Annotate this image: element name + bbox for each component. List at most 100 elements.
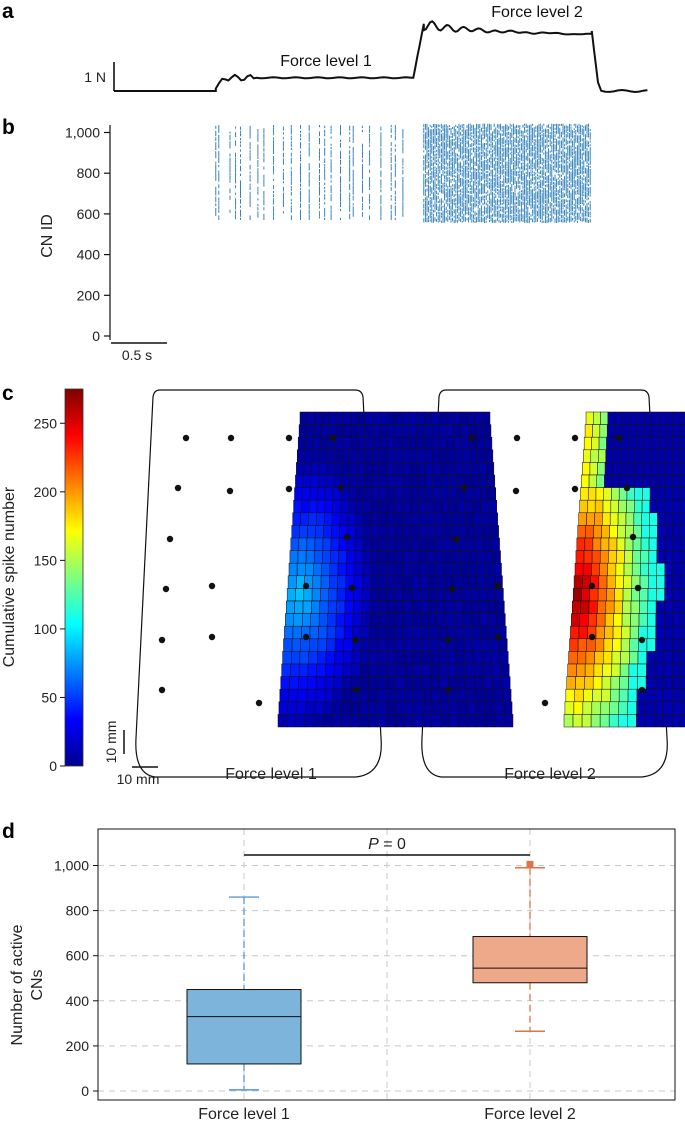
heatmap-cell <box>378 537 388 551</box>
heatmap-cell <box>325 663 335 677</box>
heatmap-cell <box>655 613 665 627</box>
heatmap-cell <box>309 487 318 501</box>
heatmap-cell <box>589 588 599 602</box>
heatmap-cell <box>362 550 372 564</box>
heatmap-cell <box>594 499 604 514</box>
heatmap-cell <box>353 588 363 602</box>
heatmap-cell <box>450 512 459 526</box>
heatmap-cell <box>608 714 619 728</box>
heatmap-cell <box>673 449 682 463</box>
heatmap-cell <box>318 625 328 640</box>
heatmap-cell <box>294 487 303 501</box>
heatmap-cell <box>592 688 602 703</box>
heatmap-cell <box>285 613 295 627</box>
heatmap-cell <box>472 487 481 501</box>
heatmap-cell <box>601 688 611 703</box>
heatmap-cell <box>476 562 486 577</box>
heatmap-cell <box>627 714 637 728</box>
heatmap-cell <box>651 411 660 425</box>
heatmap-cell <box>634 474 644 488</box>
x-tick-force-level-2: Force level 2 <box>484 1106 576 1123</box>
heatmap-cell <box>681 600 685 614</box>
heatmap-cell <box>378 588 388 602</box>
heatmap-cell <box>655 651 665 665</box>
heatmap-cell <box>360 663 370 677</box>
heatmap-cell <box>622 588 632 602</box>
heatmap-cell <box>460 411 469 425</box>
heatmap-cell <box>298 537 308 551</box>
heatmap-cell <box>288 688 298 703</box>
heatmap-cell <box>306 424 315 438</box>
heatmap-cell <box>642 487 651 501</box>
heatmap-cell <box>377 714 387 728</box>
heatmap-cell <box>663 638 674 652</box>
heatmap-cell <box>344 600 354 614</box>
heatmap-cell <box>430 676 440 690</box>
heatmap-cell <box>586 512 595 526</box>
heatmap-cell <box>582 562 592 577</box>
heatmap-cell <box>318 474 327 488</box>
heatmap-cell <box>395 714 405 728</box>
heatmap-cell <box>413 714 423 728</box>
heatmap-cell <box>617 714 628 728</box>
heatmap-cell <box>426 525 436 539</box>
heatmap-cell <box>574 562 584 577</box>
heatmap-cell <box>402 424 411 438</box>
heatmap-cell <box>369 651 379 665</box>
heatmap-cell <box>440 714 450 728</box>
heatmap-cell <box>386 613 396 627</box>
heatmap-cell <box>360 625 371 640</box>
heatmap-cell <box>672 651 682 665</box>
heatmap-cell <box>286 600 295 614</box>
heatmap-cell <box>427 537 436 551</box>
heatmap-cell <box>448 474 457 488</box>
electrode-dot <box>615 434 623 442</box>
heatmap-cell <box>581 714 592 728</box>
heatmap-cell <box>395 638 405 652</box>
heatmap-cell <box>412 651 422 665</box>
heatmap-cell <box>654 714 664 728</box>
heatmap-cell <box>584 424 593 438</box>
heatmap-cell <box>618 701 628 715</box>
heatmap-cell <box>449 714 460 728</box>
heatmap-cell <box>672 525 682 539</box>
heatmap-cell <box>673 499 682 514</box>
heatmap-cell <box>469 588 479 602</box>
heatmap-cell <box>649 499 658 514</box>
heatmap-cell <box>298 663 309 677</box>
heatmap-cell <box>332 701 342 715</box>
panel-label-c: c <box>2 382 14 405</box>
heatmap-cell <box>621 436 630 451</box>
heatmap-cell <box>395 625 405 640</box>
heatmap-cell <box>394 512 404 526</box>
heatmap-cell <box>579 613 589 627</box>
heatmap-cell <box>318 462 327 476</box>
heatmap-cell <box>484 688 494 703</box>
heatmap-cell <box>656 575 666 589</box>
heatmap-cell <box>429 638 439 652</box>
map-label-force-level-2: Force level 2 <box>504 766 596 783</box>
colorbar <box>64 388 84 767</box>
heatmap-cell <box>359 714 369 728</box>
heatmap-cell <box>614 588 624 602</box>
heatmap-cell <box>426 499 435 514</box>
heatmap-cell <box>341 688 352 703</box>
heatmap-cell <box>672 537 682 551</box>
spike-map-force-level-1 <box>277 411 514 728</box>
heatmap-cell <box>394 487 404 501</box>
raster-y-tick-label: 0 <box>92 328 100 344</box>
boxplot-y-ticks: 0 200 400 600 800 1,000 <box>54 858 98 1099</box>
heatmap-cell <box>570 625 580 640</box>
heatmap-cell <box>629 424 637 438</box>
heatmap-cell <box>422 701 432 715</box>
heatmap-cell <box>310 613 320 627</box>
colorbar-tick-label: 250 <box>34 415 58 431</box>
heatmap-cell <box>454 436 463 451</box>
heatmap-cell <box>289 550 299 564</box>
outlier-marker <box>526 860 534 868</box>
heatmap-cell <box>371 487 380 501</box>
heatmap-cell <box>656 588 665 602</box>
heatmap-cell <box>485 575 495 589</box>
heatmap-cell <box>663 651 673 665</box>
heatmap-cell <box>484 562 494 577</box>
